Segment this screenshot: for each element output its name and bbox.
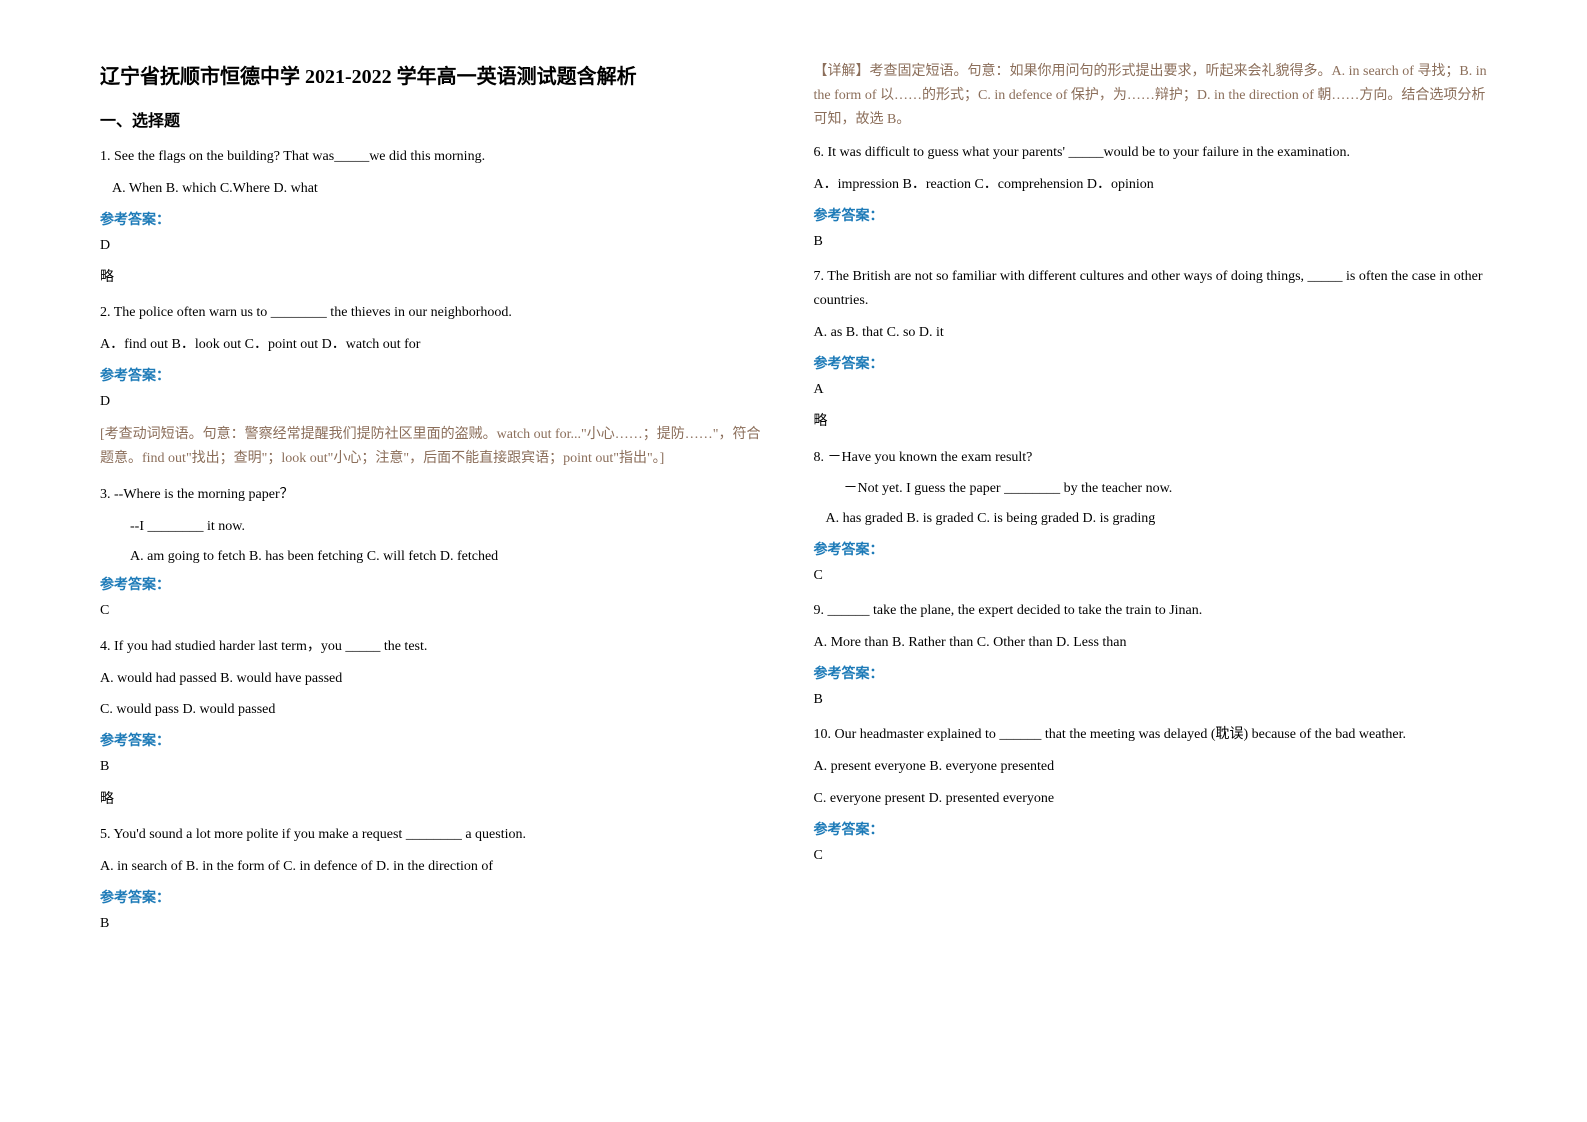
q10-optionsB: C. everyone present D. presented everyon… [814,787,1488,811]
right-column: 【详解】考查固定短语。句意：如果你用问句的形式提出要求，听起来会礼貌得多。A. … [794,60,1508,1062]
question-7: 7. The British are not so familiar with … [814,265,1488,433]
q6-options: A．impression B．reaction C．comprehension … [814,173,1488,197]
q3-text: 3. --Where is the morning paper？ [100,483,774,507]
q1-answer-label: 参考答案： [100,209,774,229]
q1-options: A. When B. which C.Where D. what [100,177,774,201]
q9-answer-label: 参考答案： [814,663,1488,683]
q5-answer-label: 参考答案： [100,887,774,907]
q7-answer: A [814,379,1488,401]
q5-options: A. in search of B. in the form of C. in … [100,855,774,879]
q6-text: 6. It was difficult to guess what your p… [814,141,1488,165]
q10-text: 10. Our headmaster explained to ______ t… [814,723,1488,747]
q5-answer: B [100,913,774,935]
section-heading: 一、选择题 [100,107,774,131]
question-4: 4. If you had studied harder last term，y… [100,635,774,811]
q1-text: 1. See the flags on the building? That w… [100,145,774,169]
question-2: 2. The police often warn us to ________ … [100,301,774,471]
q4-answer: B [100,756,774,778]
q4-note: 略 [100,789,774,811]
q7-text: 7. The British are not so familiar with … [814,265,1488,313]
q7-options: A. as B. that C. so D. it [814,321,1488,345]
question-8: 8. －Have you known the exam result? －Not… [814,446,1488,588]
q1-note: 略 [100,267,774,289]
q5-explanation: 【详解】考查固定短语。句意：如果你用问句的形式提出要求，听起来会礼貌得多。A. … [814,60,1488,131]
q9-text: 9. ______ take the plane, the expert dec… [814,599,1488,623]
q8-options: A. has graded B. is graded C. is being g… [814,507,1488,531]
q8-answer: C [814,565,1488,587]
q6-answer: B [814,231,1488,253]
q2-options: A．find out B．look out C．point out D．watc… [100,333,774,357]
q3-answer-label: 参考答案： [100,574,774,594]
q9-answer: B [814,689,1488,711]
q10-answer: C [814,845,1488,867]
q4-optionsB: C. would pass D. would passed [100,698,774,722]
q2-text: 2. The police often warn us to ________ … [100,301,774,325]
q2-explanation: [考查动词短语。句意：警察经常提醒我们提防社区里面的盗贼。watch out f… [100,423,774,471]
left-column: 辽宁省抚顺市恒德中学 2021-2022 学年高一英语测试题含解析 一、选择题 … [80,60,794,1062]
question-3: 3. --Where is the morning paper？ --I ___… [100,483,774,623]
page-title: 辽宁省抚顺市恒德中学 2021-2022 学年高一英语测试题含解析 [100,60,774,89]
q2-answer-label: 参考答案： [100,365,774,385]
q8-sub1: －Not yet. I guess the paper ________ by … [814,477,1488,501]
q2-answer: D [100,391,774,413]
question-5: 5. You'd sound a lot more polite if you … [100,823,774,935]
q9-options: A. More than B. Rather than C. Other tha… [814,631,1488,655]
q4-text: 4. If you had studied harder last term，y… [100,635,774,659]
q10-optionsA: A. present everyone B. everyone presente… [814,755,1488,779]
question-10: 10. Our headmaster explained to ______ t… [814,723,1488,867]
q10-answer-label: 参考答案： [814,819,1488,839]
q3-options: A. am going to fetch B. has been fetchin… [100,545,774,569]
q5-text: 5. You'd sound a lot more polite if you … [100,823,774,847]
q8-text: 8. －Have you known the exam result? [814,446,1488,470]
q1-answer: D [100,235,774,257]
q4-optionsA: A. would had passed B. would have passed [100,667,774,691]
q3-sub1: --I ________ it now. [100,515,774,539]
question-9: 9. ______ take the plane, the expert dec… [814,599,1488,711]
q7-note: 略 [814,411,1488,433]
q8-answer-label: 参考答案： [814,539,1488,559]
question-1: 1. See the flags on the building? That w… [100,145,774,289]
q3-answer: C [100,600,774,622]
q7-answer-label: 参考答案： [814,353,1488,373]
question-6: 6. It was difficult to guess what your p… [814,141,1488,253]
q6-answer-label: 参考答案： [814,205,1488,225]
q4-answer-label: 参考答案： [100,730,774,750]
